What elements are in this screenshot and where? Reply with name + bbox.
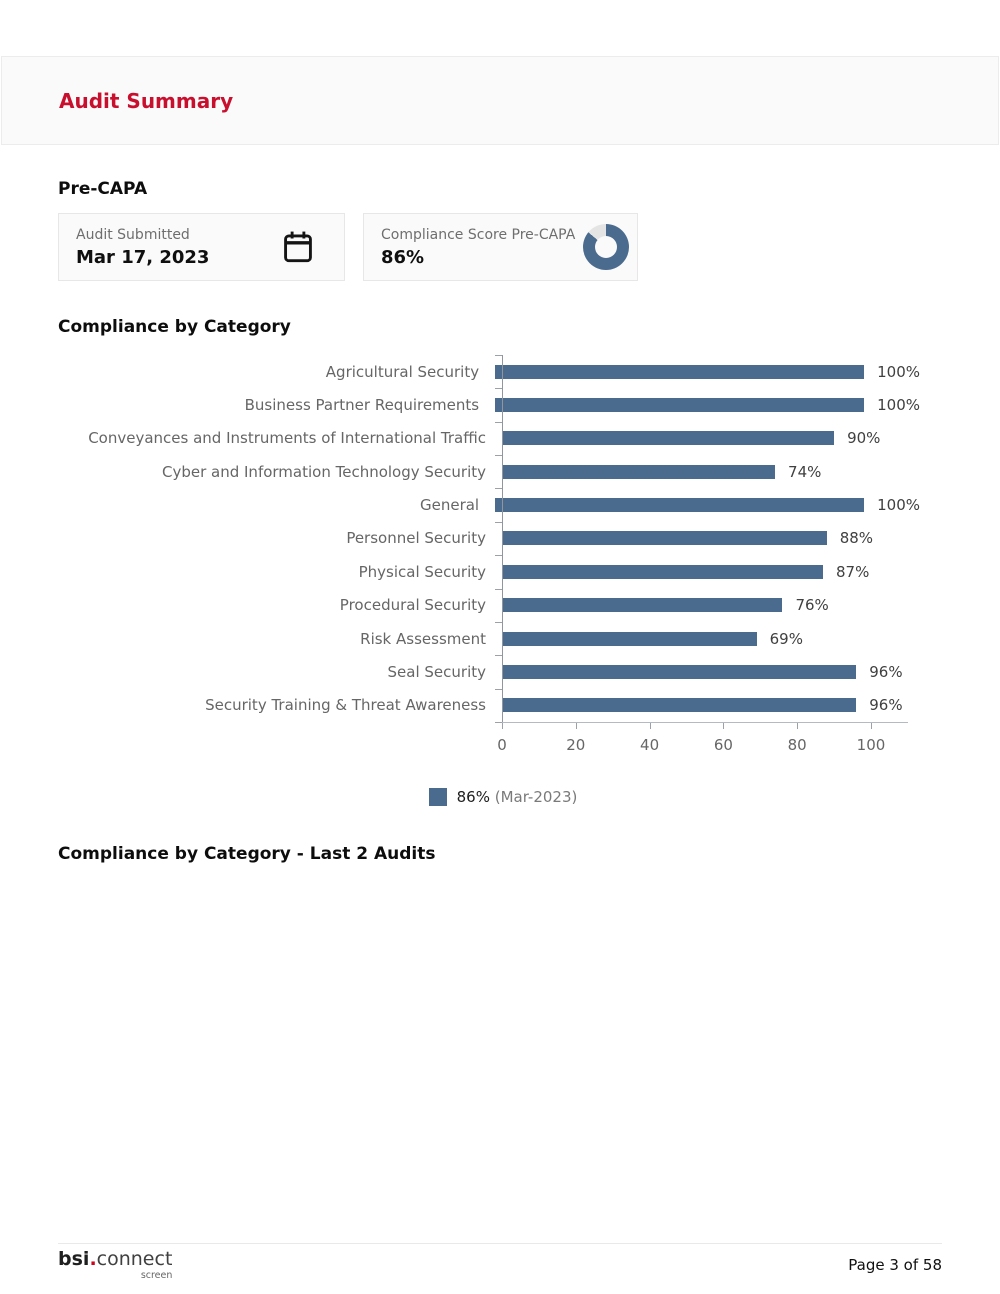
- bar-value-label: 96%: [869, 696, 903, 715]
- logo-dot: .: [89, 1248, 97, 1270]
- bar-track: 100%: [495, 488, 920, 521]
- chart-legend: 86% (Mar-2023): [58, 788, 920, 806]
- legend-swatch: [428, 788, 447, 806]
- bar: [502, 431, 835, 446]
- audit-submitted-date: Mar 17, 2023: [76, 246, 210, 268]
- page-title: Audit Summary: [59, 88, 234, 113]
- legend-period: (Mar-2023): [494, 788, 578, 806]
- category-label: Business Partner Requirements: [244, 396, 480, 415]
- category-label: Personnel Security: [346, 529, 486, 548]
- bar-track: 76%: [502, 589, 920, 622]
- value-axis-tick: [575, 723, 577, 729]
- compliance-bar-chart: Agricultural Security 100% Business Partne…: [58, 355, 920, 833]
- calendar-icon: [284, 231, 312, 263]
- bar-track: 96%: [502, 689, 920, 722]
- audit-submitted-label: Audit Submitted: [76, 226, 190, 243]
- bar: [502, 464, 776, 479]
- chart-row: Procedural Security 76%: [58, 589, 920, 622]
- value-axis-line: [496, 722, 908, 723]
- donut-chart-icon: [583, 224, 629, 270]
- bar-track: 69%: [502, 622, 920, 655]
- legend-value: 86%: [456, 788, 490, 806]
- bar-value-label: 100%: [877, 496, 920, 515]
- value-axis-tick: [502, 723, 503, 729]
- pre-capa-heading: Pre-CAPA: [58, 179, 148, 199]
- bar: [495, 498, 865, 513]
- chart-row: Security Training & Threat Awareness 96%: [58, 689, 920, 722]
- logo-screen-text: screen: [140, 1269, 173, 1281]
- category-label: Agricultural Security: [325, 362, 480, 381]
- compliance-last2-heading: Compliance by Category - Last 2 Audits: [58, 844, 436, 864]
- audit-submitted-card: Audit Submitted Mar 17, 2023: [58, 213, 345, 281]
- bar-track: 87%: [502, 555, 920, 588]
- value-axis-tick: [871, 723, 872, 729]
- chart-row: Business Partner Requirements 100%: [58, 388, 920, 421]
- x-tick-label: 20: [566, 736, 586, 754]
- bar: [502, 564, 824, 579]
- page-header: Audit Summary: [1, 56, 999, 145]
- logo-bsi-text: bsi: [58, 1248, 90, 1270]
- category-label: General: [419, 496, 480, 515]
- category-label: Procedural Security: [339, 596, 486, 615]
- bar-value-label: 90%: [847, 429, 881, 448]
- bar-value-label: 76%: [795, 596, 829, 615]
- compliance-score-value: 86%: [381, 246, 425, 268]
- x-tick-label: 100: [856, 736, 886, 754]
- bar-value-label: 100%: [877, 362, 920, 381]
- bsi-connect-logo: bsi.connect screen: [58, 1248, 173, 1281]
- chart-row: Seal Security 96%: [58, 655, 920, 688]
- bar-track: 96%: [502, 655, 920, 688]
- x-tick-label: 0: [497, 736, 507, 754]
- bar: [495, 398, 865, 413]
- chart-rows: Agricultural Security 100% Business Partne…: [58, 355, 920, 722]
- bar-value-label: 74%: [788, 462, 822, 481]
- x-tick-label: 60: [713, 736, 733, 754]
- footer-divider: [58, 1243, 942, 1244]
- bar-value-label: 88%: [839, 529, 874, 548]
- bar-value-label: 96%: [869, 662, 903, 681]
- compliance-score-card: Compliance Score Pre-CAPA 86%: [363, 213, 638, 281]
- category-label: Security Training & Threat Awareness: [205, 696, 486, 715]
- compliance-score-label: Compliance Score Pre-CAPA: [381, 226, 576, 243]
- bar-track: 74%: [502, 455, 920, 488]
- category-label: Seal Security: [387, 662, 486, 681]
- value-axis-tick: [797, 723, 799, 729]
- bar: [502, 631, 757, 646]
- category-label: Physical Security: [358, 562, 486, 581]
- chart-row: Personnel Security 88%: [58, 522, 920, 555]
- category-label: Risk Assessment: [360, 629, 486, 648]
- chart-row: Cyber and Information Technology Securit…: [58, 455, 920, 488]
- logo-connect-text: connect: [96, 1248, 173, 1270]
- value-axis-tick: [723, 723, 725, 729]
- bar: [502, 698, 857, 713]
- bar-track: 90%: [502, 422, 920, 455]
- bar-track: 88%: [502, 522, 920, 555]
- chart-row: Agricultural Security 100%: [58, 355, 920, 388]
- chart-row: Risk Assessment 69%: [58, 622, 920, 655]
- bar-value-label: 69%: [769, 629, 803, 648]
- x-tick-label: 40: [640, 736, 660, 754]
- summary-cards: Audit Submitted Mar 17, 2023 Compliance …: [58, 213, 638, 281]
- bar: [502, 598, 783, 613]
- value-axis-tick: [649, 723, 651, 729]
- category-label: Conveyances and Instruments of Internati…: [88, 429, 486, 448]
- bar-track: 100%: [495, 388, 920, 421]
- category-tick: [495, 722, 502, 723]
- x-tick-label: 80: [787, 736, 807, 754]
- compliance-by-category-heading: Compliance by Category: [58, 317, 291, 337]
- bar-track: 100%: [495, 355, 920, 388]
- bar-value-label: 87%: [836, 562, 870, 581]
- bar: [502, 531, 827, 546]
- bar-value-label: 100%: [877, 396, 920, 415]
- chart-row: Conveyances and Instruments of Internati…: [58, 422, 920, 455]
- bar: [502, 664, 857, 679]
- bar: [495, 364, 865, 379]
- category-label: Cyber and Information Technology Securit…: [161, 462, 486, 481]
- page-number: Page 3 of 58: [848, 1256, 942, 1274]
- chart-row: General 100%: [58, 488, 920, 521]
- chart-row: Physical Security 87%: [58, 555, 920, 588]
